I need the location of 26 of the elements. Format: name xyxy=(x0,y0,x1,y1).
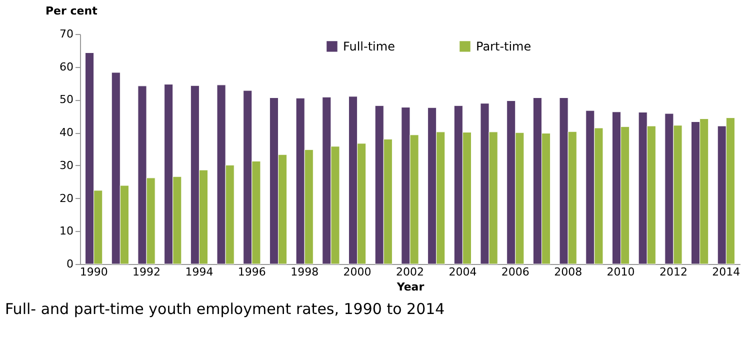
y-tick-label: 20 xyxy=(60,192,74,205)
x-tick-label: 2000 xyxy=(343,266,372,278)
legend-label: Part-time xyxy=(476,39,532,54)
x-tick-label: 2012 xyxy=(659,266,688,278)
y-tick-label: 70 xyxy=(60,28,74,40)
x-tick-label: 2008 xyxy=(554,266,582,278)
x-tick-label: 2014 xyxy=(712,266,740,278)
y-tick-label: 60 xyxy=(60,60,74,74)
x-tick-label: 1996 xyxy=(238,266,266,278)
y-tick-label: 50 xyxy=(60,93,74,106)
y-tick-label: 30 xyxy=(60,158,74,172)
x-tick-label: 2002 xyxy=(396,266,424,278)
x-tick-label: 2010 xyxy=(606,266,635,278)
y-tick-label: 0 xyxy=(66,258,74,270)
x-tick-label: 2006 xyxy=(501,266,530,278)
x-tick-label: 1992 xyxy=(132,266,161,278)
x-tick-label: 1998 xyxy=(290,266,319,278)
y-tick-label: 40 xyxy=(60,126,74,140)
x-tick-label: 1990 xyxy=(80,266,108,278)
legend-label: Full-time xyxy=(343,39,395,54)
x-tick-label: 1994 xyxy=(185,266,214,278)
y-axis-title: Per cent xyxy=(46,4,98,18)
x-tick-label: 2004 xyxy=(448,266,477,278)
y-tick-label: 10 xyxy=(60,224,74,238)
text: Full- and part-time youth employment rates, 1990 to 2014 xyxy=(5,300,445,318)
x-axis-title: Year xyxy=(396,280,425,294)
